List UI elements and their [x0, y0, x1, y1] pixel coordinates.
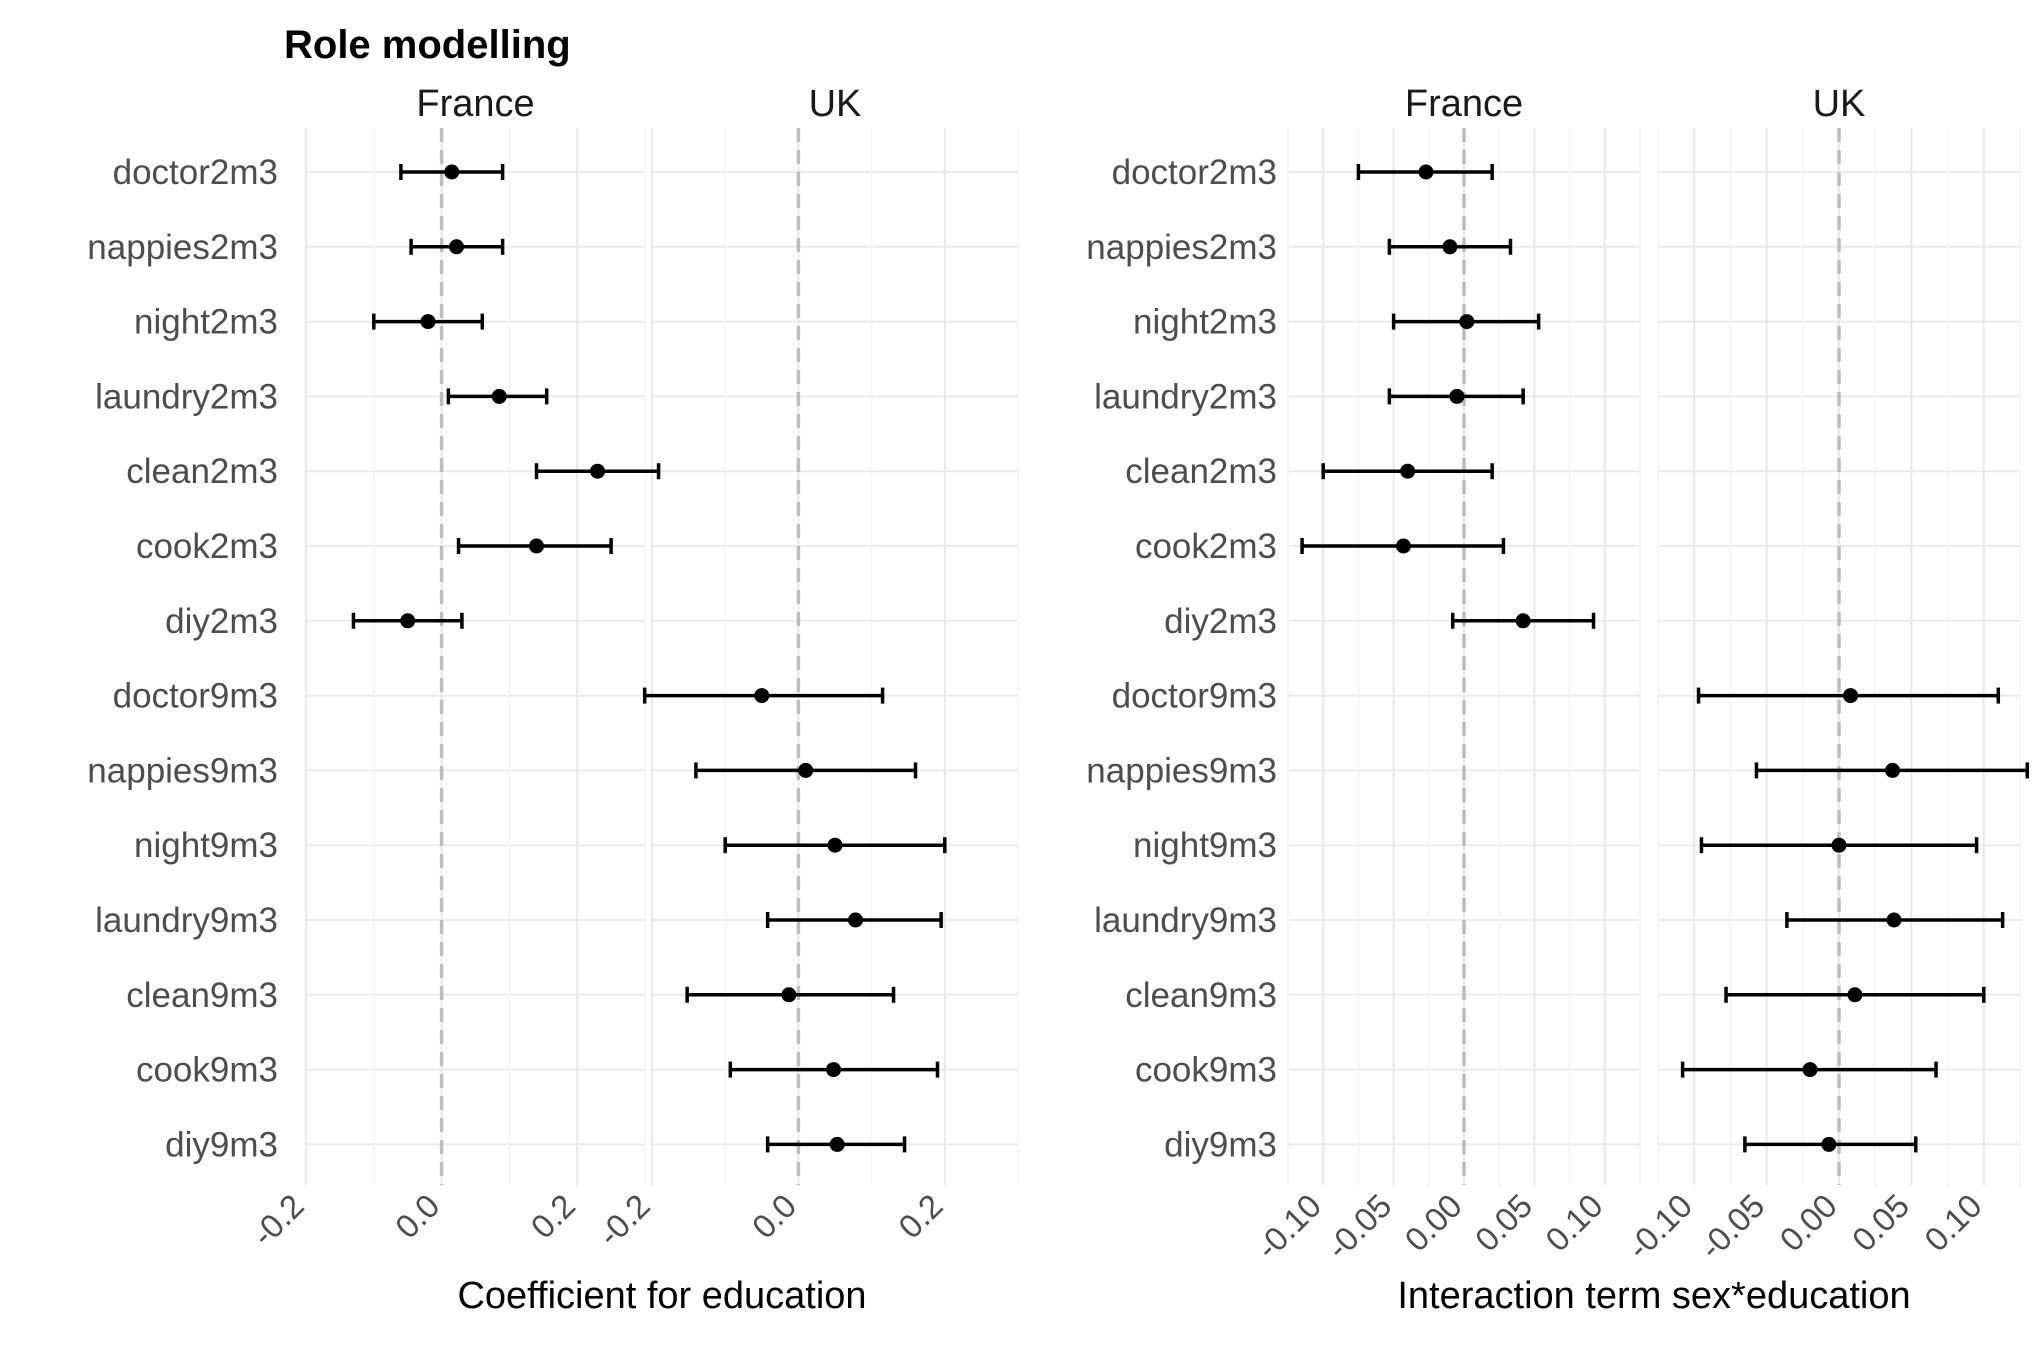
- point-estimate-nappies2m3-france: [1442, 239, 1458, 255]
- point-estimate-laundry2m3-france: [1449, 388, 1465, 404]
- x-tick-label-france-panel-1: -0.2: [245, 1187, 311, 1253]
- point-estimate-diy9m3-uk: [1821, 1136, 1837, 1152]
- point-estimate-diy2m3-france: [1515, 613, 1531, 629]
- x-tick-label-uk-panel-1: -0.2: [591, 1187, 657, 1253]
- point-estimate-cook9m3-uk: [1802, 1062, 1818, 1078]
- point-estimate-laundry9m3-uk: [847, 912, 863, 928]
- y-tick-label-nappies9m3-panel-2: nappies9m3: [1086, 751, 1277, 790]
- point-estimate-clean2m3-france: [1400, 463, 1416, 479]
- y-tick-label-nappies2m3-panel-2: nappies2m3: [1086, 228, 1277, 267]
- point-estimate-doctor2m3-france: [444, 164, 460, 180]
- point-estimate-cook2m3-france: [529, 538, 545, 554]
- point-estimate-clean2m3-france: [590, 463, 606, 479]
- grid-layer: [305, 128, 2021, 1185]
- y-tick-label-diy2m3-panel-1: diy2m3: [165, 602, 278, 641]
- facet-label-france-panel-1: France: [416, 83, 534, 125]
- y-tick-label-doctor2m3-panel-1: doctor2m3: [113, 153, 278, 192]
- y-tick-label-laundry9m3-panel-2: laundry9m3: [1094, 901, 1277, 940]
- x-tick-label-uk-panel-1: 0.0: [745, 1187, 804, 1246]
- y-tick-label-doctor9m3-panel-1: doctor9m3: [113, 677, 278, 716]
- y-tick-label-doctor2m3-panel-2: doctor2m3: [1112, 153, 1277, 192]
- x-axis-title-panel-1: Coefficient for education: [457, 1275, 866, 1317]
- point-estimate-night2m3-france: [420, 314, 436, 330]
- point-estimate-nappies9m3-uk: [798, 762, 814, 778]
- x-tick-label-uk-panel-2: -0.10: [1620, 1187, 1699, 1266]
- point-estimate-laundry2m3-france: [491, 388, 507, 404]
- y-tick-label-night2m3-panel-1: night2m3: [134, 303, 278, 342]
- point-estimate-doctor9m3-uk: [754, 688, 770, 704]
- point-estimate-doctor9m3-uk: [1843, 688, 1859, 704]
- y-tick-label-clean9m3-panel-1: clean9m3: [126, 976, 278, 1015]
- x-tick-label-uk-panel-1: 0.2: [891, 1187, 950, 1246]
- y-tick-label-laundry9m3-panel-1: laundry9m3: [95, 901, 278, 940]
- text-layer: doctor2m3 nappies2m3 night2m3 laundry2m3 cle…: [87, 83, 1988, 1317]
- x-tick-label-uk-panel-2: 0.10: [1917, 1187, 1989, 1259]
- x-tick-label-france-panel-2: -0.10: [1249, 1187, 1328, 1266]
- y-tick-label-clean9m3-panel-2: clean9m3: [1125, 976, 1277, 1015]
- reference-lines: [439, 128, 1841, 1185]
- x-tick-label-france-panel-1: 0.2: [524, 1187, 583, 1246]
- point-estimate-nappies9m3-uk: [1885, 762, 1901, 778]
- x-tick-label-uk-panel-2: 0.05: [1845, 1187, 1917, 1259]
- point-estimate-clean9m3-uk: [781, 987, 797, 1003]
- x-tick-label-uk-panel-2: 0.00: [1772, 1187, 1844, 1259]
- chart-title: Role modelling: [284, 23, 571, 67]
- x-tick-label-france-panel-2: -0.05: [1319, 1187, 1398, 1266]
- point-estimate-clean9m3-uk: [1847, 987, 1863, 1003]
- x-tick-label-france-panel-2: 0.00: [1397, 1187, 1469, 1259]
- y-tick-label-diy2m3-panel-2: diy2m3: [1164, 602, 1277, 641]
- y-tick-label-cook2m3-panel-1: cook2m3: [136, 527, 278, 566]
- data-marks: [351, 164, 2029, 1153]
- y-tick-label-clean2m3-panel-1: clean2m3: [126, 452, 278, 491]
- y-tick-label-night2m3-panel-2: night2m3: [1133, 303, 1277, 342]
- x-tick-label-uk-panel-2: -0.05: [1692, 1187, 1771, 1266]
- x-axis-title-panel-2: Interaction term sex*education: [1397, 1275, 1910, 1317]
- facet-label-uk-panel-2: UK: [1813, 83, 1866, 125]
- y-tick-label-cook2m3-panel-2: cook2m3: [1135, 527, 1277, 566]
- y-tick-label-clean2m3-panel-2: clean2m3: [1125, 452, 1277, 491]
- x-tick-label-france-panel-1: 0.0: [388, 1187, 447, 1246]
- point-estimate-night9m3-uk: [1831, 837, 1847, 853]
- x-tick-label-france-panel-2: 0.10: [1538, 1187, 1610, 1259]
- y-tick-label-cook9m3-panel-2: cook9m3: [1135, 1051, 1277, 1090]
- point-estimate-diy9m3-uk: [829, 1136, 845, 1152]
- y-tick-label-doctor9m3-panel-2: doctor9m3: [1112, 677, 1277, 716]
- y-tick-label-laundry2m3-panel-2: laundry2m3: [1094, 377, 1277, 416]
- y-tick-label-diy9m3-panel-1: diy9m3: [165, 1125, 278, 1164]
- y-tick-label-night9m3-panel-1: night9m3: [134, 826, 278, 865]
- facet-label-france-panel-2: France: [1405, 83, 1523, 125]
- x-tick-label-france-panel-2: 0.05: [1468, 1187, 1540, 1259]
- point-estimate-doctor2m3-france: [1418, 164, 1434, 180]
- y-tick-label-laundry2m3-panel-1: laundry2m3: [95, 377, 278, 416]
- facet-label-uk-panel-1: UK: [809, 83, 862, 125]
- y-tick-label-diy9m3-panel-2: diy9m3: [1164, 1125, 1277, 1164]
- point-estimate-cook9m3-uk: [826, 1062, 842, 1078]
- point-estimate-laundry9m3-uk: [1886, 912, 1902, 928]
- point-estimate-cook2m3-france: [1395, 538, 1411, 554]
- point-estimate-nappies2m3-france: [449, 239, 465, 255]
- y-tick-label-cook9m3-panel-1: cook9m3: [136, 1051, 278, 1090]
- point-estimate-night2m3-france: [1459, 314, 1475, 330]
- y-tick-label-nappies9m3-panel-1: nappies9m3: [87, 751, 278, 790]
- point-estimate-diy2m3-france: [400, 613, 416, 629]
- point-estimate-night9m3-uk: [827, 837, 843, 853]
- y-tick-label-night9m3-panel-2: night9m3: [1133, 826, 1277, 865]
- y-tick-label-nappies2m3-panel-1: nappies2m3: [87, 228, 278, 267]
